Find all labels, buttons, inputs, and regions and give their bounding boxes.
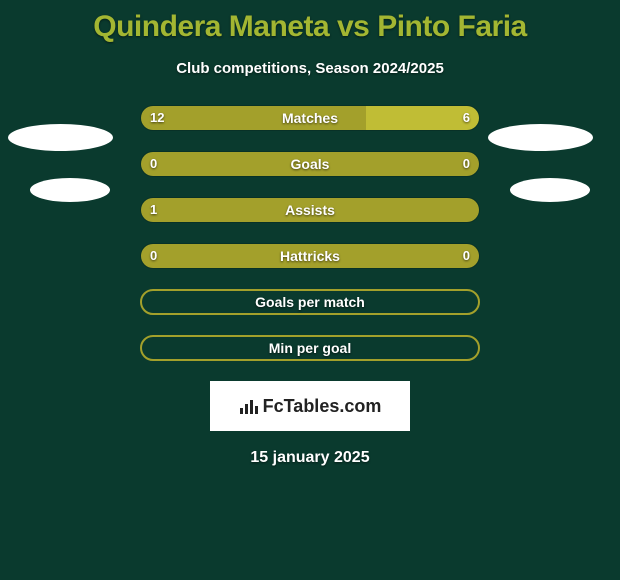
date-label: 15 january 2025 <box>0 449 620 467</box>
stat-bar-track <box>140 335 480 361</box>
stat-row: Min per goal <box>0 335 620 361</box>
stat-bar-full <box>141 152 479 176</box>
stat-row: Assists1 <box>0 197 620 223</box>
stat-row: Goals00 <box>0 151 620 177</box>
stat-row: Goals per match <box>0 289 620 315</box>
stat-bar-left <box>141 106 366 130</box>
stat-value-left: 12 <box>150 105 164 131</box>
subtitle: Club competitions, Season 2024/2025 <box>0 60 620 77</box>
stat-value-left: 1 <box>150 197 157 223</box>
logo-text: FcTables.com <box>263 396 382 417</box>
stat-row: Matches126 <box>0 105 620 131</box>
stat-row: Hattricks00 <box>0 243 620 269</box>
stat-bar-track <box>140 151 480 177</box>
stat-bar-full <box>141 244 479 268</box>
chart-icon <box>239 398 259 414</box>
logo-box: FcTables.com <box>210 381 410 431</box>
page-title: Quindera Maneta vs Pinto Faria <box>0 0 620 44</box>
stat-bar-track <box>140 105 480 131</box>
stat-value-left: 0 <box>150 243 157 269</box>
stat-bar-track <box>140 243 480 269</box>
stat-bar-track <box>140 289 480 315</box>
stat-value-right: 6 <box>463 105 470 131</box>
stat-value-left: 0 <box>150 151 157 177</box>
stat-value-right: 0 <box>463 151 470 177</box>
stat-value-right: 0 <box>463 243 470 269</box>
stat-bar-full <box>141 198 479 222</box>
stat-bar-track <box>140 197 480 223</box>
